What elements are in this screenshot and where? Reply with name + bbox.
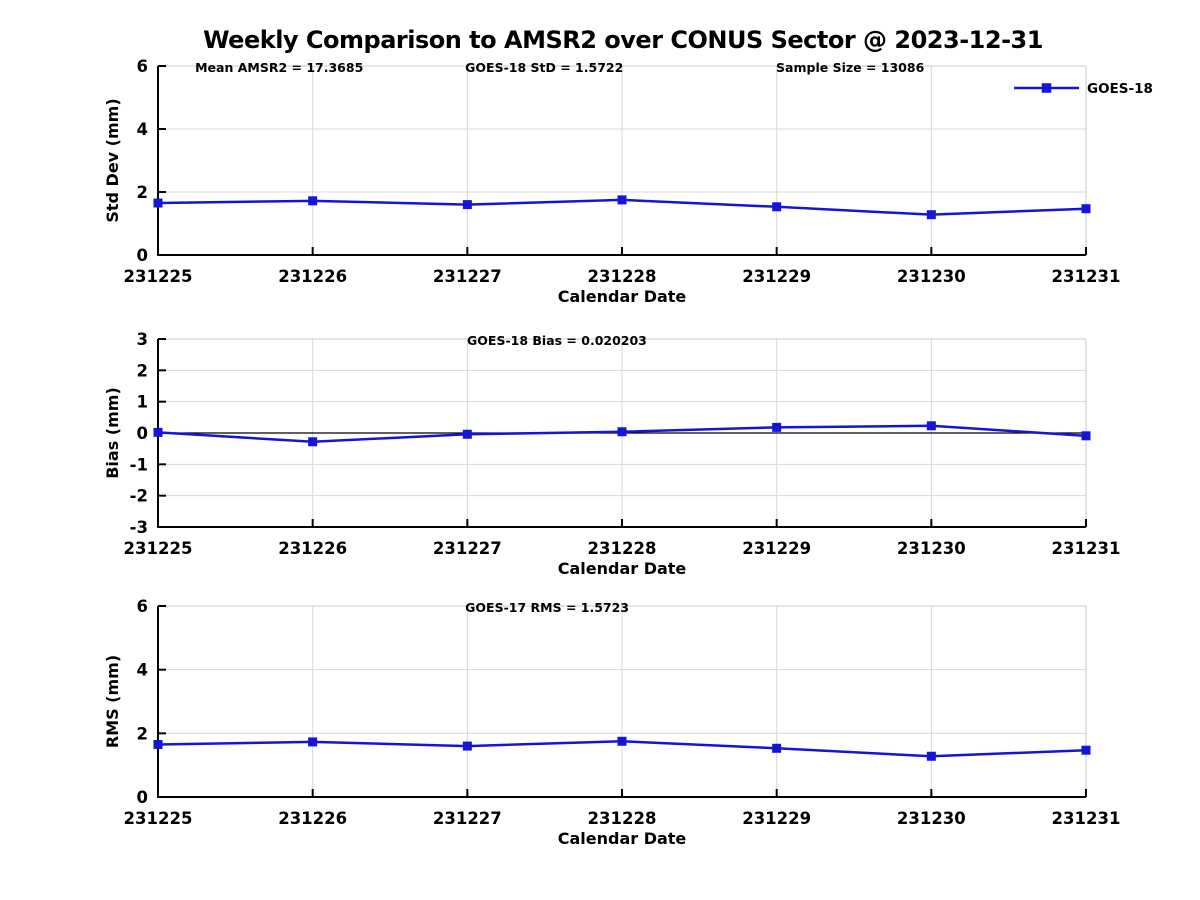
y-tick-label: -1	[130, 455, 148, 474]
x-tick-label: 231225	[124, 539, 193, 558]
data-point	[617, 427, 627, 437]
data-point	[308, 737, 318, 747]
legend-label: GOES-18	[1087, 81, 1153, 97]
x-tick-label: 231231	[1052, 539, 1121, 558]
x-tick-label: 231231	[1052, 809, 1121, 828]
x-tick-label: 231230	[897, 267, 966, 286]
y-tick-label: 4	[137, 661, 148, 680]
legend-marker	[1041, 83, 1052, 93]
legend: GOES-18	[1014, 81, 1153, 97]
data-point	[772, 422, 782, 432]
y-axis-label: RMS (mm)	[103, 655, 122, 748]
y-tick-label: 1	[137, 393, 148, 412]
data-point	[462, 429, 472, 439]
y-tick-label: 6	[137, 597, 148, 616]
data-point	[1081, 204, 1091, 214]
subplot-rms: 0 2 4 6 231225 231226 231227 231228 231229 231230…	[103, 597, 1120, 848]
data-point	[617, 195, 627, 205]
data-point	[153, 739, 163, 749]
x-tick-label: 231228	[588, 539, 657, 558]
y-tick-label: 0	[137, 788, 148, 807]
x-tick-label: 231227	[433, 539, 502, 558]
x-tick-label: 231230	[897, 809, 966, 828]
data-point	[1081, 431, 1091, 441]
annotation: Mean AMSR2 = 17.3685	[195, 60, 363, 75]
y-tick-label: 0	[137, 424, 148, 443]
data-point	[462, 200, 472, 210]
data-point	[926, 751, 936, 761]
x-tick-label: 231227	[433, 267, 502, 286]
y-tick-label: 2	[137, 361, 148, 380]
data-point	[926, 210, 936, 220]
x-tick-label: 231229	[742, 539, 811, 558]
data-point	[617, 736, 627, 746]
data-point	[308, 196, 318, 206]
x-tick-label: 231226	[278, 809, 347, 828]
chart-title: Weekly Comparison to AMSR2 over CONUS Se…	[203, 26, 1043, 54]
y-tick-label: 2	[137, 183, 148, 202]
x-tick-label: 231229	[742, 267, 811, 286]
y-tick-label: -2	[130, 487, 148, 506]
x-axis-label: Calendar Date	[558, 559, 687, 578]
x-tick-label: 231229	[742, 809, 811, 828]
y-axis-label: Bias (mm)	[103, 387, 122, 479]
x-tick-label: 231228	[588, 809, 657, 828]
x-axis-label: Calendar Date	[558, 829, 687, 848]
y-tick-label: 0	[137, 246, 148, 265]
data-point	[153, 427, 163, 437]
data-point	[308, 437, 318, 447]
y-tick-label: -3	[130, 518, 148, 537]
y-tick-label: 3	[137, 330, 148, 349]
data-point	[772, 743, 782, 753]
x-tick-label: 231226	[278, 539, 347, 558]
y-tick-label: 4	[137, 120, 148, 139]
x-tick-label: 231230	[897, 539, 966, 558]
annotation: GOES-17 RMS = 1.5723	[465, 600, 629, 615]
data-point	[462, 741, 472, 751]
y-tick-label: 6	[137, 57, 148, 76]
data-point	[926, 421, 936, 431]
annotation: GOES-18 Bias = 0.020203	[467, 333, 647, 348]
x-tick-label: 231227	[433, 809, 502, 828]
y-tick-label: 2	[137, 724, 148, 743]
x-axis-label: Calendar Date	[558, 287, 687, 306]
data-point	[772, 202, 782, 212]
data-point	[1081, 745, 1091, 755]
data-point	[153, 198, 163, 208]
x-tick-label: 231228	[588, 267, 657, 286]
subplot-std-dev: 0 2 4 6 231225 231226 231227 231228 231229 231230…	[103, 57, 1153, 306]
x-tick-label: 231225	[124, 809, 193, 828]
x-tick-label: 231225	[124, 267, 193, 286]
x-tick-label: 231231	[1052, 267, 1121, 286]
x-tick-label: 231226	[278, 267, 347, 286]
annotation: Sample Size = 13086	[776, 60, 925, 75]
subplot-bias: -3 -2 -1 0 1 2 3 231225 231226 231227 231228 231229…	[103, 330, 1120, 578]
y-axis-label: Std Dev (mm)	[103, 98, 122, 222]
annotation: GOES-18 StD = 1.5722	[465, 60, 623, 75]
